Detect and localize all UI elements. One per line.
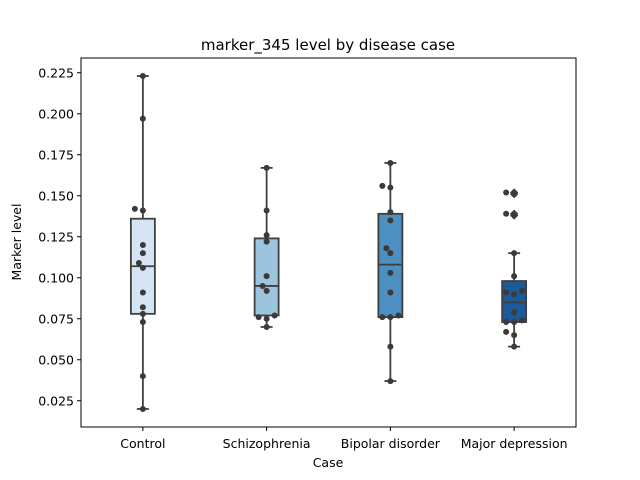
- x-tick-label: Control: [120, 436, 165, 451]
- data-point: [255, 314, 262, 321]
- y-tick-label: 0.075: [38, 311, 74, 326]
- data-point: [387, 184, 394, 191]
- y-tick-label: 0.150: [38, 188, 74, 203]
- data-point: [139, 373, 146, 380]
- data-point: [387, 159, 394, 166]
- y-tick-label: 0.100: [38, 270, 74, 285]
- data-point: [139, 304, 146, 311]
- data-point: [131, 205, 138, 212]
- data-point: [259, 282, 266, 289]
- data-point: [511, 291, 518, 298]
- x-axis-label: Case: [313, 455, 344, 470]
- data-point: [519, 287, 526, 294]
- data-point: [379, 182, 386, 189]
- data-point: [503, 210, 510, 217]
- y-axis: 0.025 0.050 0.075 0.100 0.125 0.150 0.175 0.200…: [38, 65, 81, 408]
- y-tick-label: 0.025: [38, 393, 74, 408]
- y-tick-label: 0.225: [38, 65, 74, 80]
- data-point: [263, 164, 270, 171]
- data-point: [519, 317, 526, 324]
- chart-title: marker_345 level by disease case: [201, 36, 455, 55]
- box-group-bipolar-disorder: [377, 162, 404, 382]
- data-point: [139, 73, 146, 80]
- data-point: [503, 289, 510, 296]
- plot-area: [129, 73, 528, 412]
- data-point: [387, 378, 394, 385]
- data-point: [383, 245, 390, 252]
- data-point: [387, 314, 394, 321]
- y-tick-label: 0.050: [38, 352, 74, 367]
- data-point: [139, 319, 146, 326]
- data-point: [511, 332, 518, 339]
- data-point: [387, 269, 394, 276]
- data-point: [135, 260, 142, 266]
- y-tick-label: 0.200: [38, 106, 74, 121]
- data-point: [511, 191, 518, 198]
- data-point: [263, 273, 270, 280]
- data-point: [139, 310, 146, 317]
- data-point: [511, 309, 518, 316]
- data-point: [387, 217, 394, 224]
- data-point: [263, 287, 270, 294]
- data-point: [263, 315, 270, 322]
- data-point: [387, 289, 394, 296]
- box-group-schizophrenia: [253, 166, 280, 328]
- data-point: [139, 207, 146, 214]
- y-tick-label: 0.125: [38, 229, 74, 244]
- data-point: [263, 323, 270, 330]
- data-point: [263, 232, 270, 239]
- y-tick-label: 0.175: [38, 147, 74, 162]
- data-point: [387, 209, 394, 216]
- data-point: [511, 212, 518, 219]
- data-point: [271, 312, 278, 319]
- data-point: [139, 264, 146, 271]
- data-point: [511, 343, 518, 350]
- data-point: [511, 250, 518, 257]
- data-point: [139, 405, 146, 412]
- data-point: [139, 241, 146, 248]
- data-point: [395, 312, 402, 319]
- data-point: [511, 273, 518, 280]
- data-point: [387, 343, 394, 350]
- x-axis: Control Schizophrenia Bipolar disorder Majo…: [120, 427, 568, 451]
- x-tick-label: Schizophrenia: [223, 436, 311, 451]
- x-tick-label: Major depression: [461, 436, 568, 451]
- data-point: [503, 189, 510, 196]
- data-point: [379, 314, 386, 321]
- data-point: [139, 115, 146, 122]
- data-point: [139, 289, 146, 296]
- y-axis-label: Marker level: [9, 204, 24, 281]
- data-point: [503, 319, 510, 326]
- data-point: [503, 328, 510, 335]
- plot-frame: [80, 57, 577, 428]
- data-point: [263, 207, 270, 214]
- data-point: [511, 319, 518, 326]
- data-point: [263, 238, 270, 245]
- data-point: [139, 250, 146, 257]
- x-tick-label: Bipolar disorder: [341, 436, 441, 451]
- data-point: [387, 250, 394, 257]
